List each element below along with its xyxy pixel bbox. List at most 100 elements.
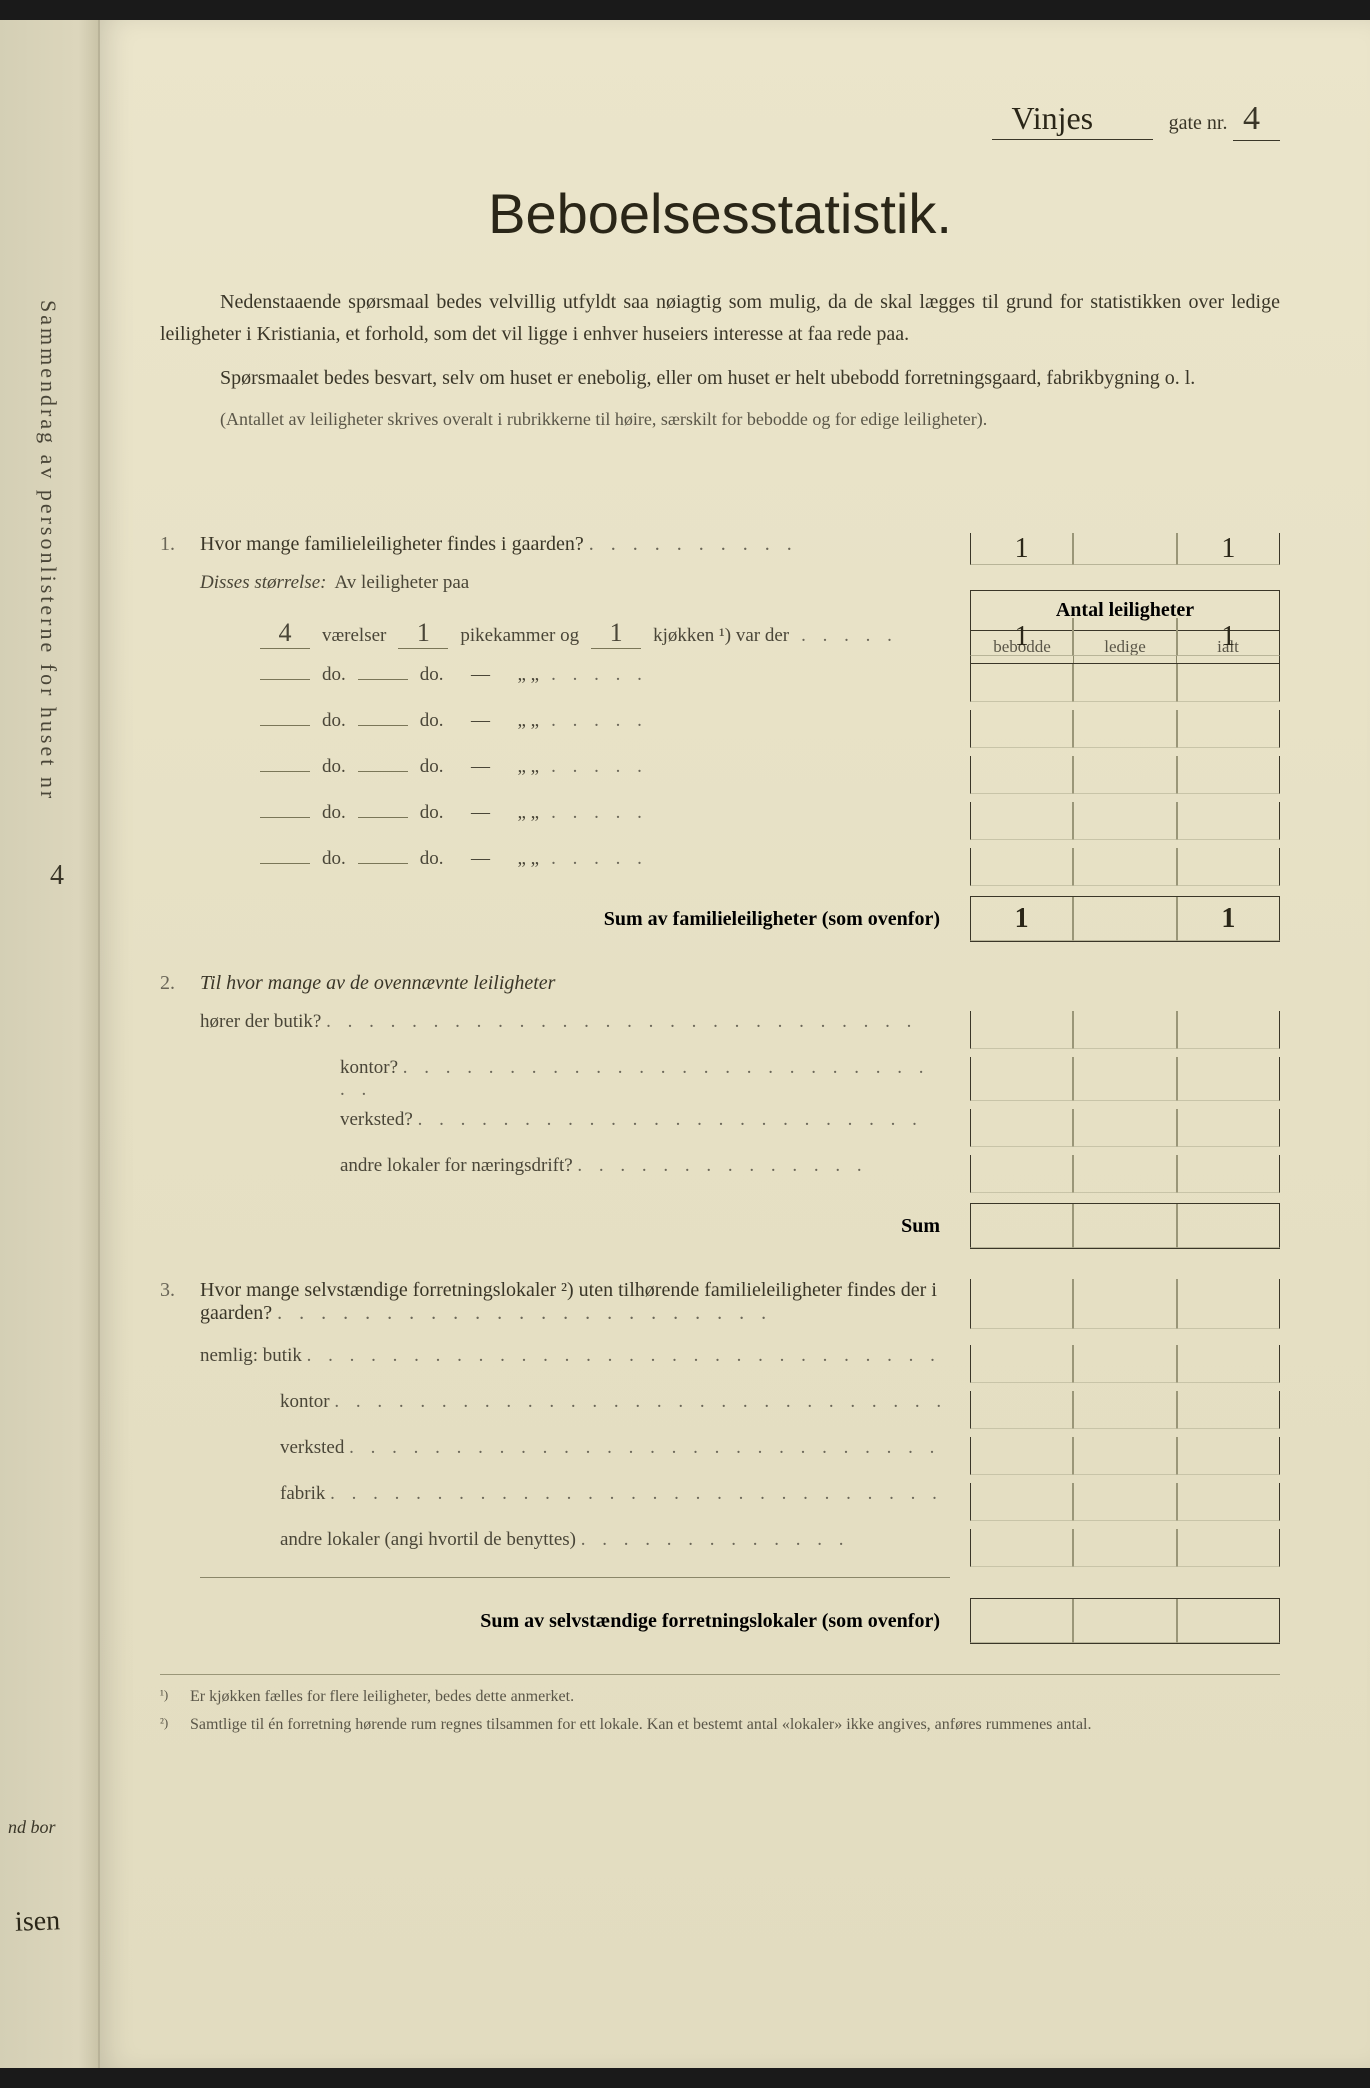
kitchen-val: 1 xyxy=(591,618,641,649)
q1-cell-ialt: 1 xyxy=(1177,533,1280,565)
left-margin: Sammendrag av personlisterne for huset n… xyxy=(0,20,100,2068)
q3-sum-label: Sum av selvstændige forretningslokaler (… xyxy=(480,1610,940,1633)
cell xyxy=(1073,1057,1176,1101)
q1-r2-cells xyxy=(970,664,1280,702)
q1-text-content: Hvor mange familieleiligheter findes i g… xyxy=(200,533,584,555)
street-name: Vinjes xyxy=(992,100,1154,140)
cell xyxy=(1177,1345,1280,1383)
q2-l3: verksted? . . . . . . . . . . . . . . . … xyxy=(160,1109,1280,1147)
cells xyxy=(970,802,1280,840)
sum-cell-l xyxy=(1073,897,1176,941)
q1-cell-ledige xyxy=(1073,533,1176,565)
cell xyxy=(1073,1109,1176,1147)
dots: . . . . . xyxy=(551,848,648,870)
q2-text: Til hvor mange av de ovennævnte leilighe… xyxy=(200,972,1280,995)
q2-l1: hører der butik? . . . . . . . . . . . .… xyxy=(160,1011,1280,1049)
cell xyxy=(1073,848,1176,886)
dots: . . . . . . . . . . . . . . . . . . . . … xyxy=(334,1391,947,1412)
cell xyxy=(1177,710,1280,748)
cell xyxy=(1177,664,1280,702)
cell xyxy=(1177,1155,1280,1193)
q1-sub: Disses størrelse: Av leiligheter paa xyxy=(160,572,1280,610)
header-line: Vinjes gate nr. 4 xyxy=(160,100,1280,141)
cells xyxy=(970,1279,1280,1329)
cell xyxy=(970,802,1073,840)
fn1-text: Er kjøkken fælles for flere leiligheter,… xyxy=(190,1685,574,1709)
fn-1: ¹) Er kjøkken fælles for flere leilighet… xyxy=(160,1685,1280,1709)
cell xyxy=(970,1345,1073,1383)
dots: . . . . . xyxy=(551,710,648,732)
cells xyxy=(970,1345,1280,1383)
q3-sum-cells xyxy=(970,1598,1280,1644)
do: do. xyxy=(322,664,346,686)
cell xyxy=(970,1599,1073,1643)
cells xyxy=(970,1391,1280,1429)
blank xyxy=(260,679,310,680)
l0: nemlig: butik xyxy=(200,1345,302,1366)
gate-number: 4 xyxy=(1233,100,1280,141)
q1-cell-bebodde: 1 xyxy=(970,533,1073,565)
blank xyxy=(358,679,408,680)
q3-l2: verksted . . . . . . . . . . . . . . . .… xyxy=(160,1437,1280,1475)
quote: „ „ xyxy=(518,756,540,778)
margin-number: 4 xyxy=(50,860,64,892)
blank xyxy=(260,771,310,772)
dots: . . . . . xyxy=(551,802,648,824)
page-title: Beboelsesstatistik. xyxy=(160,181,1280,246)
cell xyxy=(970,710,1073,748)
q3-num: 3. xyxy=(160,1279,200,1302)
cells xyxy=(970,710,1280,748)
q1-r1-cells: 1 1 xyxy=(970,618,1280,656)
cell xyxy=(1073,710,1176,748)
l4: andre lokaler (angi hvortil de benyttes) xyxy=(280,1529,576,1550)
q2-num: 2. xyxy=(160,972,200,995)
dash: — xyxy=(456,710,506,732)
gate-label: gate nr. xyxy=(1169,112,1228,134)
q1-rooms-6: do. do. — „ „. . . . . xyxy=(160,848,1280,886)
pike-label: pikekammer og xyxy=(460,625,579,647)
blank xyxy=(260,725,310,726)
dots: . . . . . . . . . . . . . . . . . . . . … xyxy=(307,1345,941,1366)
intro-p1: Nedenstaaende spørsmaal bedes velvillig … xyxy=(160,286,1280,350)
cell xyxy=(970,1011,1073,1049)
cell xyxy=(1177,1391,1280,1429)
cell xyxy=(1073,802,1176,840)
q1-line: 1. Hvor mange familieleiligheter findes … xyxy=(160,533,1280,556)
cell xyxy=(1177,1437,1280,1475)
q3-l1: kontor . . . . . . . . . . . . . . . . .… xyxy=(160,1391,1280,1429)
l3: fabrik xyxy=(280,1483,325,1504)
cells xyxy=(970,1011,1280,1049)
dots: . . . . . . . . . . . . . xyxy=(581,1529,850,1550)
cells xyxy=(970,1057,1280,1101)
cell xyxy=(1073,1279,1176,1329)
cell xyxy=(1073,1483,1176,1521)
l2: verksted xyxy=(280,1437,344,1458)
dash: — xyxy=(456,802,506,824)
dots: . . . . . xyxy=(801,625,898,647)
q3-l4: andre lokaler (angi hvortil de benyttes)… xyxy=(160,1529,1280,1567)
question-2: 2. Til hvor mange av de ovennævnte leili… xyxy=(160,972,1280,1249)
do: do. xyxy=(322,848,346,870)
q1-cells: 1 1 xyxy=(970,533,1280,556)
blank xyxy=(260,817,310,818)
cell xyxy=(1177,1204,1280,1248)
intro-p2-text: Spørsmaalet bedes besvart, selv om huset… xyxy=(220,367,1195,389)
quote: „ „ xyxy=(518,802,540,824)
fn2-num: ²) xyxy=(160,1713,190,1737)
q1-sum: Sum av familieleiligheter (som ovenfor) … xyxy=(160,896,1280,942)
blank xyxy=(358,771,408,772)
blank xyxy=(358,863,408,864)
dots: . . . . . . . . . . . . . . xyxy=(577,1155,867,1176)
cell xyxy=(1073,1155,1176,1193)
q3-l0: nemlig: butik . . . . . . . . . . . . . … xyxy=(160,1345,1280,1383)
q2-l2: kontor? . . . . . . . . . . . . . . . . … xyxy=(160,1057,1280,1101)
q1-num: 1. xyxy=(160,533,200,556)
cells xyxy=(970,1437,1280,1475)
q1-rooms-2: do. do. — „ „ . . . . . xyxy=(160,664,1280,702)
fn-2: ²) Samtlige til én forretning hørende ru… xyxy=(160,1713,1280,1737)
cell xyxy=(970,1437,1073,1475)
blank xyxy=(260,863,310,864)
cell xyxy=(1073,1437,1176,1475)
cell xyxy=(970,848,1073,886)
dots: . . . . . . . . . . . . . . . . . . . . … xyxy=(330,1483,943,1504)
